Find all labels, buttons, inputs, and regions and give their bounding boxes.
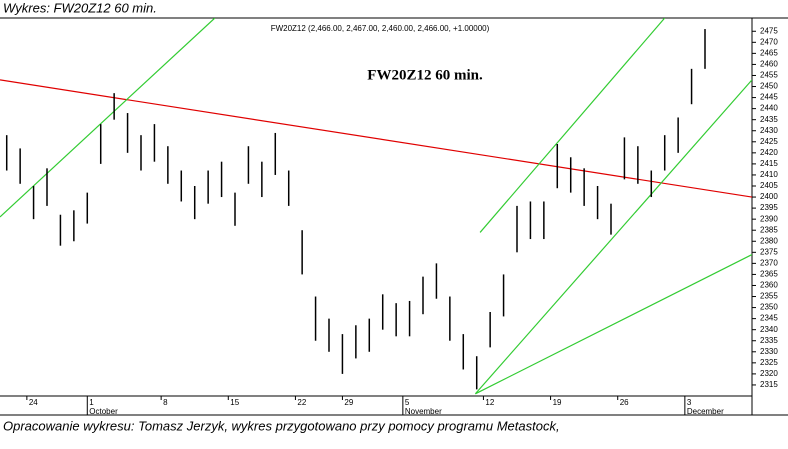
y-tick-label: 2475 (760, 26, 778, 35)
x-tick-label: 29 (344, 398, 353, 407)
y-tick-label: 2335 (760, 336, 778, 345)
x-tick-label: 19 (553, 398, 562, 407)
x-tick-label: 1 (89, 398, 94, 407)
y-tick-label: 2380 (760, 236, 778, 245)
y-tick-label: 2320 (760, 369, 778, 378)
month-label: November (405, 407, 442, 416)
y-tick-label: 2315 (760, 380, 778, 389)
x-tick-label: 3 (687, 398, 692, 407)
x-tick-label: 12 (485, 398, 494, 407)
y-tick-label: 2325 (760, 358, 778, 367)
y-tick-label: 2385 (760, 225, 778, 234)
y-tick-label: 2430 (760, 126, 778, 135)
x-tick-label: 5 (405, 398, 410, 407)
y-tick-label: 2370 (760, 258, 778, 267)
x-tick-label: 8 (163, 398, 168, 407)
y-tick-label: 2470 (760, 37, 778, 46)
chart-title: FW20Z12 60 min. (367, 67, 483, 83)
caption: Wykres: FW20Z12 60 min. (3, 0, 157, 15)
y-tick-label: 2355 (760, 292, 778, 301)
y-tick-label: 2390 (760, 214, 778, 223)
y-tick-label: 2465 (760, 48, 778, 57)
y-tick-label: 2450 (760, 82, 778, 91)
month-label: October (89, 407, 118, 416)
y-tick-label: 2445 (760, 93, 778, 102)
y-tick-label: 2415 (760, 159, 778, 168)
trend-line (0, 18, 216, 218)
y-tick-label: 2365 (760, 270, 778, 279)
y-tick-label: 2345 (760, 314, 778, 323)
x-tick-label: 15 (230, 398, 239, 407)
y-tick-label: 2400 (760, 192, 778, 201)
y-tick-label: 2405 (760, 181, 778, 190)
y-tick-label: 2375 (760, 247, 778, 256)
y-tick-label: 2460 (760, 60, 778, 69)
y-tick-label: 2425 (760, 137, 778, 146)
footer: Opracowanie wykresu: Tomasz Jerzyk, wykr… (3, 418, 560, 433)
y-tick-label: 2435 (760, 115, 778, 124)
y-tick-label: 2330 (760, 347, 778, 356)
y-tick-label: 2455 (760, 71, 778, 80)
y-tick-label: 2440 (760, 104, 778, 113)
y-tick-label: 2350 (760, 303, 778, 312)
month-label: December (687, 407, 724, 416)
y-tick-label: 2340 (760, 325, 778, 334)
subtitle: FW20Z12 (2,466.00, 2,467.00, 2,460.00, 2… (271, 24, 490, 33)
x-tick-label: 26 (620, 398, 629, 407)
y-tick-label: 2410 (760, 170, 778, 179)
y-tick-label: 2420 (760, 148, 778, 157)
trend-line (479, 18, 666, 233)
x-tick-label: 24 (29, 398, 38, 407)
trend-line (474, 79, 752, 395)
x-tick-label: 22 (297, 398, 306, 407)
y-tick-label: 2395 (760, 203, 778, 212)
y-tick-label: 2360 (760, 281, 778, 290)
trend-line (0, 79, 752, 198)
trend-line (475, 253, 752, 395)
